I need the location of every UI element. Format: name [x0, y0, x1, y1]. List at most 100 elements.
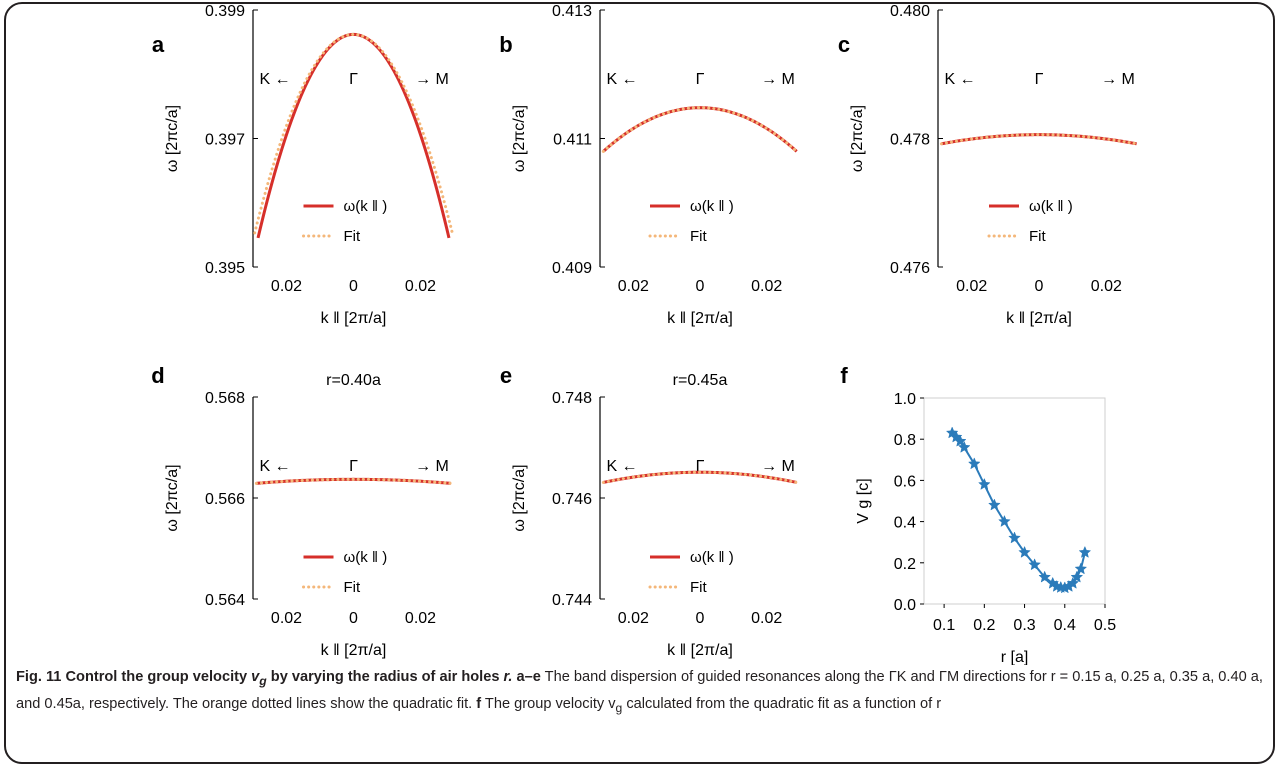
caption-fig-label: Fig. 11 — [16, 669, 62, 685]
direction-center-a: Γ — [349, 71, 358, 88]
ytick-label-f-5: 1.0 — [894, 391, 916, 408]
panel-title-e: r=0.45a — [673, 372, 728, 389]
x-axis-label-f: r [a] — [1001, 649, 1029, 665]
ytick-label-d-2: 0.568 — [205, 390, 245, 407]
ytick-label-e-0: 0.744 — [552, 592, 592, 609]
ytick-label-d-0: 0.564 — [205, 592, 245, 609]
ytick-label-a-0: 0.395 — [205, 260, 245, 277]
series-fit-b — [601, 106, 799, 153]
data-point-vg-8 — [1008, 531, 1021, 544]
series-fit-a — [253, 32, 454, 235]
figure-frame — [4, 2, 1275, 764]
data-point-vg-9 — [1018, 545, 1031, 558]
y-axis-label-a: ω [2πc/a] — [164, 105, 181, 172]
caption-r: r. — [503, 669, 513, 685]
panel-letter-d: d — [151, 363, 164, 388]
y-axis-label-e: ω [2πc/a] — [511, 464, 528, 531]
series-fit-e — [601, 470, 799, 484]
panel-letter-c: c — [838, 32, 850, 57]
data-point-vg-7 — [998, 514, 1011, 527]
legend-label-omega-e: ω(k ‖ ) — [690, 549, 734, 566]
data-point-vg-10 — [1028, 558, 1041, 571]
xtick-label-d-1: 0 — [349, 610, 358, 627]
figure-panels: a r=0.15a 0.395 0.397 0.399 0.02 0 0.02 k ‖ [2π/… — [151, 0, 1139, 665]
xtick-label-a-0: 0.02 — [271, 278, 302, 295]
direction-left-d: K ← — [259, 458, 290, 475]
ytick-label-f-4: 0.8 — [894, 432, 916, 449]
xtick-label-e-2: 0.02 — [751, 610, 782, 627]
caption-title-pre: Control the group velocity — [65, 669, 252, 685]
direction-right-e: → M — [761, 458, 795, 475]
series-vg-line — [951, 432, 1086, 589]
direction-right-d: → M — [415, 458, 449, 475]
caption-text3: calculated from the quadratic fit as a f… — [622, 695, 942, 712]
xtick-label-c-2: 0.02 — [1091, 278, 1122, 295]
legend-label-fit-e: Fit — [690, 579, 707, 596]
ytick-label-f-3: 0.6 — [894, 473, 916, 490]
xtick-label-b-0: 0.02 — [618, 278, 649, 295]
panel-letter-a: a — [152, 32, 165, 57]
data-point-vg-2 — [953, 434, 967, 447]
caption-vg: v — [251, 669, 260, 685]
direction-left-e: K ← — [606, 458, 637, 475]
direction-left-c: K ← — [944, 71, 975, 88]
xtick-label-f-2: 0.3 — [1013, 617, 1035, 634]
data-point-vg-5 — [978, 477, 991, 490]
xtick-label-c-1: 0 — [1035, 278, 1044, 295]
ytick-label-c-1: 0.478 — [890, 132, 930, 149]
xtick-label-f-4: 0.5 — [1094, 617, 1116, 634]
legend-label-fit-a: Fit — [344, 228, 361, 245]
legend-label-omega-c: ω(k ‖ ) — [1029, 198, 1073, 215]
xtick-label-d-0: 0.02 — [271, 610, 302, 627]
xtick-label-b-1: 0 — [696, 278, 705, 295]
ytick-label-a-2: 0.399 — [205, 3, 245, 20]
figure-caption: Fig. 11 Control the group velocity vg by… — [16, 666, 1266, 720]
x-axis-label-e: k ‖ [2π/a] — [667, 642, 733, 659]
ytick-label-e-2: 0.748 — [552, 390, 592, 407]
direction-left-b: K ← — [606, 71, 637, 88]
direction-center-d: Γ — [349, 458, 358, 475]
data-point-vg-6 — [988, 498, 1001, 511]
caption-ae: a–e — [516, 669, 541, 685]
data-point-vg-3 — [957, 440, 971, 453]
xtick-label-c-0: 0.02 — [956, 278, 987, 295]
data-point-vg-19 — [1074, 562, 1088, 575]
x-axis-label-a: k ‖ [2π/a] — [321, 310, 387, 327]
ytick-label-d-1: 0.566 — [205, 491, 245, 508]
y-axis-label-c: ω [2πc/a] — [849, 105, 866, 172]
y-axis-label-f: V g [c] — [855, 478, 872, 523]
caption-title-mid: by varying the radius of air holes — [266, 669, 504, 685]
panel-title-a: r=0.15a — [326, 0, 381, 4]
data-point-vg-18 — [1070, 570, 1084, 583]
data-point-vg-4 — [967, 457, 981, 470]
panel-title-d: r=0.40a — [326, 372, 381, 389]
xtick-label-a-2: 0.02 — [405, 278, 436, 295]
direction-left-a: K ← — [259, 71, 290, 88]
y-axis-label-d: ω [2πc/a] — [164, 464, 181, 531]
series-fit-d — [254, 477, 453, 485]
panel-letter-f: f — [840, 363, 848, 388]
y-axis-label-b: ω [2πc/a] — [511, 105, 528, 172]
panel-letter-e: e — [500, 363, 512, 388]
panel-title-c: r=0.35a — [1012, 0, 1067, 4]
x-axis-label-b: k ‖ [2π/a] — [667, 310, 733, 327]
xtick-label-d-2: 0.02 — [405, 610, 436, 627]
series-fit-c — [939, 133, 1139, 146]
ytick-label-f-2: 0.4 — [894, 515, 916, 532]
ytick-label-f-1: 0.2 — [894, 556, 916, 573]
caption-vg-sub: g — [259, 673, 267, 688]
data-point-vg-11 — [1038, 570, 1051, 583]
xtick-label-f-0: 0.1 — [933, 617, 955, 634]
x-axis-label-c: k ‖ [2π/a] — [1006, 310, 1072, 327]
direction-right-a: → M — [415, 71, 449, 88]
legend-label-omega-d: ω(k ‖ ) — [344, 549, 388, 566]
ytick-label-e-1: 0.746 — [552, 491, 592, 508]
panel-letter-b: b — [499, 32, 512, 57]
legend-label-fit-d: Fit — [344, 579, 361, 596]
ytick-label-b-2: 0.413 — [552, 3, 592, 20]
direction-right-c: → M — [1101, 71, 1135, 88]
xtick-label-e-0: 0.02 — [618, 610, 649, 627]
direction-right-b: → M — [761, 71, 795, 88]
caption-text2: The group velocity v — [481, 695, 616, 712]
plot-frame-f — [923, 397, 1106, 605]
